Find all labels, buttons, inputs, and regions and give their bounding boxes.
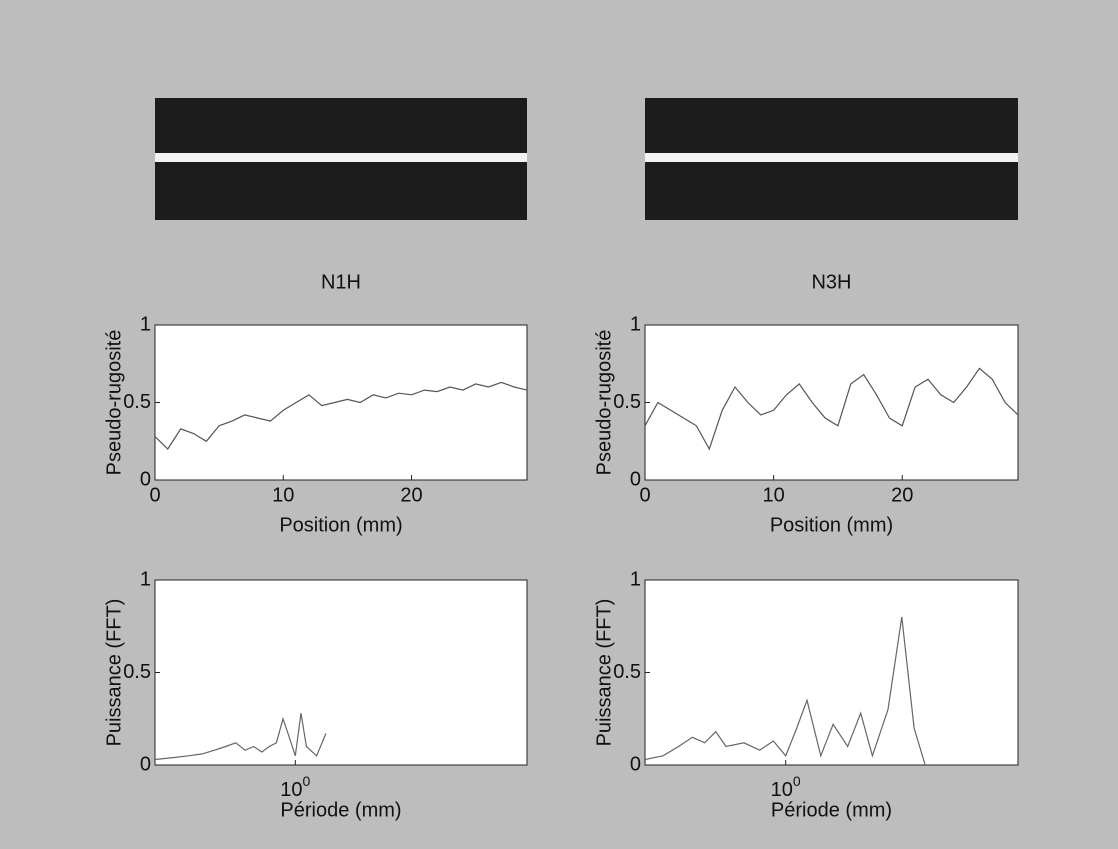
chart-title: N3H xyxy=(811,271,851,293)
image-n3h xyxy=(645,98,1018,220)
y-axis-label: Pseudo-rugosité xyxy=(103,330,125,476)
data-line xyxy=(644,616,926,766)
chart-title: N1H xyxy=(321,271,361,293)
y-tick-label: 0 xyxy=(630,468,641,490)
y-tick-label: 0 xyxy=(140,468,151,490)
tick-base: 10 xyxy=(771,779,793,801)
y-tick-label: 1 xyxy=(630,568,641,590)
y-tick-label: 1 xyxy=(140,568,151,590)
y-tick-label: 0.5 xyxy=(123,391,151,413)
y-tick-label: 0.5 xyxy=(613,661,641,683)
plot-area xyxy=(644,579,1019,766)
x-tick-label: 100 xyxy=(280,773,310,802)
y-tick-label: 0 xyxy=(630,753,641,775)
x-axis-label: Position (mm) xyxy=(770,514,893,536)
y-axis-label: Puissance (FFT) xyxy=(103,599,125,747)
y-tick-label: 0.5 xyxy=(613,391,641,413)
data-line xyxy=(154,713,327,761)
x-axis-label: Période (mm) xyxy=(280,799,401,821)
x-tick-label: 0 xyxy=(639,484,650,506)
plot-area xyxy=(154,324,528,481)
x-tick-label: 20 xyxy=(891,484,913,506)
plot-area xyxy=(154,579,528,766)
y-axis-label: Puissance (FFT) xyxy=(593,599,615,747)
y-tick-label: 1 xyxy=(140,313,151,335)
y-tick-label: 0.5 xyxy=(123,661,151,683)
image-n1h xyxy=(155,98,527,220)
x-tick-label: 0 xyxy=(149,484,160,506)
image-stripe xyxy=(645,153,1018,162)
tick-exponent: 0 xyxy=(793,773,801,789)
y-tick-label: 0 xyxy=(140,753,151,775)
x-tick-label: 100 xyxy=(771,773,801,802)
x-tick-label: 10 xyxy=(762,484,784,506)
x-tick-label: 10 xyxy=(272,484,294,506)
plot-area xyxy=(644,324,1019,481)
data-line xyxy=(154,381,528,450)
y-tick-label: 1 xyxy=(630,313,641,335)
x-axis-label: Position (mm) xyxy=(279,514,402,536)
tick-base: 10 xyxy=(280,779,302,801)
y-axis-label: Pseudo-rugosité xyxy=(593,330,615,476)
tick-exponent: 0 xyxy=(303,773,311,789)
x-axis-label: Période (mm) xyxy=(771,799,892,821)
data-line xyxy=(644,367,1019,451)
x-tick-label: 20 xyxy=(400,484,422,506)
image-stripe xyxy=(155,153,527,162)
